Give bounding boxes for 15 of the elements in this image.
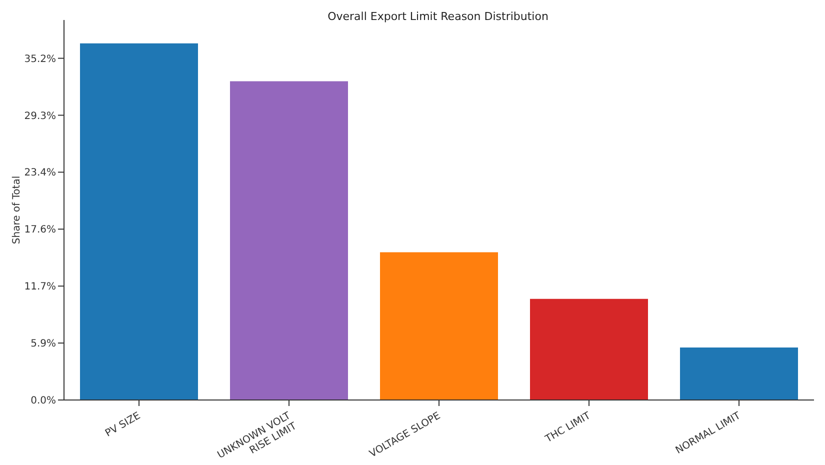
y-tick-label: 0.0% xyxy=(30,396,56,407)
y-tick-label: 5.9% xyxy=(30,338,56,350)
bar xyxy=(230,81,348,400)
y-tick-label: 35.2% xyxy=(24,54,56,65)
bar xyxy=(380,252,498,400)
chart-title: Overall Export Limit Reason Distribution xyxy=(326,10,550,23)
x-tick-label: PV SIZE xyxy=(104,410,142,440)
y-tick-label: 11.7% xyxy=(24,282,56,293)
y-tick-label: 23.4% xyxy=(24,168,56,179)
bar xyxy=(80,43,198,400)
y-axis-title: Share of Total xyxy=(12,176,23,244)
y-tick-label: 29.3% xyxy=(24,110,56,122)
y-tick-label: 17.6% xyxy=(24,224,56,236)
bar xyxy=(680,348,798,400)
bar xyxy=(530,298,648,400)
